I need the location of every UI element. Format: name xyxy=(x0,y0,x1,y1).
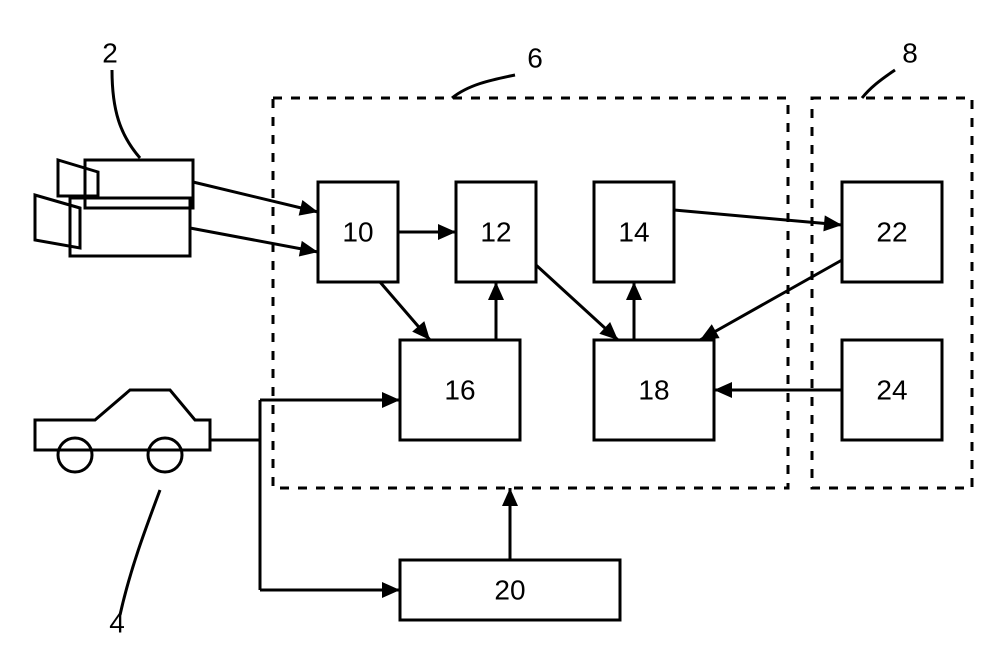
block-label-10: 10 xyxy=(342,216,373,247)
camera-back-lens xyxy=(58,160,98,196)
label-6: 6 xyxy=(527,42,543,73)
camera-back-body xyxy=(85,160,193,208)
block-label-16: 16 xyxy=(444,374,475,405)
leader-ld6 xyxy=(452,75,515,98)
leader-ld8 xyxy=(862,70,895,98)
label-2: 2 xyxy=(102,37,118,68)
block-label-20: 20 xyxy=(494,574,525,605)
block-label-12: 12 xyxy=(480,216,511,247)
group-g8 xyxy=(812,98,972,488)
leader-ld2 xyxy=(112,70,140,158)
block-label-14: 14 xyxy=(618,216,649,247)
label-8: 8 xyxy=(902,37,918,68)
camera-front-lens xyxy=(35,195,80,248)
label-4: 4 xyxy=(109,607,125,638)
car-wheel-2 xyxy=(148,438,182,472)
block-label-24: 24 xyxy=(876,374,907,405)
block-label-22: 22 xyxy=(876,216,907,247)
block-label-18: 18 xyxy=(638,374,669,405)
group-g6 xyxy=(273,98,788,488)
leader-ld4 xyxy=(120,490,160,615)
car-wheel-1 xyxy=(58,438,92,472)
car-outline-icon xyxy=(35,390,210,450)
